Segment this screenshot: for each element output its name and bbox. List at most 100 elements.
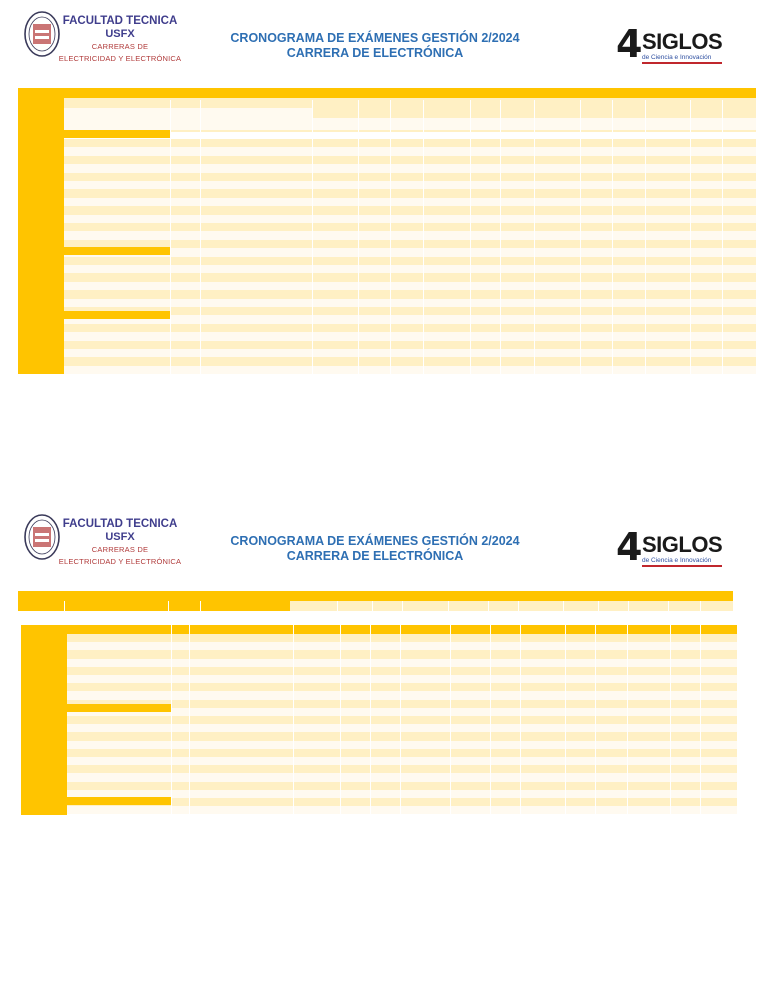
four-centuries-logo: 4 SIGLOS de Ciencia e Innovación bbox=[614, 24, 724, 66]
faculty-name: FACULTAD TECNICA bbox=[62, 15, 178, 27]
section-header-bar bbox=[67, 704, 171, 712]
university-name: USFX bbox=[105, 28, 135, 40]
faculty-name: FACULTAD TECNICA bbox=[62, 518, 178, 530]
table-row bbox=[64, 164, 756, 173]
column-divider bbox=[563, 601, 564, 611]
table-row bbox=[64, 265, 756, 274]
column-divider bbox=[312, 100, 313, 374]
table-row bbox=[64, 323, 756, 333]
logo-word: SIGLOS bbox=[642, 29, 723, 54]
table-row bbox=[67, 806, 737, 815]
column-divider bbox=[595, 625, 596, 815]
table-row bbox=[67, 666, 737, 675]
logo-tagline: de Ciencia e Innovación bbox=[642, 54, 712, 61]
university-seal-icon bbox=[24, 11, 60, 57]
column-divider bbox=[598, 601, 599, 611]
logo-word: SIGLOS bbox=[642, 532, 723, 557]
column-divider bbox=[402, 601, 403, 611]
column-divider bbox=[293, 625, 294, 815]
logo-number: 4 bbox=[616, 525, 643, 569]
table-row bbox=[64, 248, 756, 257]
column-divider bbox=[423, 100, 424, 374]
logo-underline bbox=[642, 565, 722, 567]
column-divider bbox=[168, 601, 169, 611]
column-divider bbox=[518, 601, 519, 611]
table-row bbox=[64, 340, 756, 349]
table-header-bar bbox=[18, 601, 290, 611]
section-header-bar bbox=[64, 130, 170, 138]
table-row bbox=[67, 773, 737, 782]
column-divider bbox=[700, 601, 701, 611]
department-line-2: ELECTRICIDAD Y ELECTRÓNICA bbox=[58, 54, 182, 63]
university-name: USFX bbox=[105, 531, 135, 543]
table-row bbox=[67, 634, 737, 643]
table-row bbox=[64, 239, 756, 249]
column-divider bbox=[358, 100, 359, 374]
page-header-1: FACULTAD TECNICA USFX CARRERAS DE ELECTR… bbox=[0, 0, 768, 70]
table-header-cell bbox=[64, 108, 312, 130]
table-row bbox=[64, 147, 756, 156]
column-divider bbox=[337, 601, 338, 611]
column-divider bbox=[189, 625, 190, 815]
column-divider bbox=[200, 100, 201, 374]
document-title: CRONOGRAMA DE EXÁMENES GESTIÓN 2/2024 bbox=[230, 31, 520, 45]
column-divider bbox=[534, 100, 535, 374]
table-row bbox=[64, 273, 756, 282]
table-row bbox=[67, 748, 737, 757]
table-header-bar bbox=[18, 591, 733, 601]
department-line-1: CARRERAS DE bbox=[91, 42, 149, 51]
column-divider bbox=[170, 100, 171, 374]
column-divider bbox=[470, 100, 471, 374]
table-header-cell bbox=[290, 601, 733, 611]
table-header-bar bbox=[21, 625, 737, 634]
document-subtitle: CARRERA DE ELECTRÓNICA bbox=[286, 549, 464, 563]
table-row bbox=[64, 365, 756, 375]
column-divider bbox=[670, 625, 671, 815]
column-divider bbox=[668, 601, 669, 611]
section-header-bar bbox=[64, 311, 170, 319]
column-divider bbox=[490, 625, 491, 815]
table-row bbox=[64, 298, 756, 307]
table-row bbox=[67, 781, 737, 790]
table-row bbox=[67, 724, 737, 733]
table-row bbox=[64, 139, 756, 148]
table-row bbox=[67, 650, 737, 659]
column-divider bbox=[390, 100, 391, 374]
column-divider bbox=[171, 625, 172, 815]
table-row bbox=[64, 307, 756, 316]
column-divider bbox=[64, 601, 65, 611]
column-divider bbox=[580, 100, 581, 374]
table-row bbox=[64, 206, 756, 215]
table-row bbox=[64, 189, 756, 198]
page-header-2: FACULTAD TECNICA USFX CARRERAS DE ELECTR… bbox=[0, 503, 768, 573]
table-row bbox=[64, 357, 756, 366]
table-row bbox=[67, 683, 737, 692]
table-row bbox=[67, 699, 737, 708]
table-row bbox=[64, 256, 756, 265]
logo-underline bbox=[642, 62, 722, 64]
four-centuries-logo: 4 SIGLOS de Ciencia e Innovación bbox=[614, 527, 724, 569]
table-row bbox=[64, 231, 756, 240]
column-divider bbox=[645, 100, 646, 374]
column-divider bbox=[628, 601, 629, 611]
column-divider bbox=[500, 100, 501, 374]
table-row bbox=[64, 281, 756, 291]
logo-number: 4 bbox=[616, 22, 643, 66]
department-line-2: ELECTRICIDAD Y ELECTRÓNICA bbox=[58, 557, 182, 566]
table-row bbox=[67, 789, 737, 798]
column-divider bbox=[700, 625, 701, 815]
table-row bbox=[67, 757, 737, 766]
table-row bbox=[67, 642, 737, 651]
document-subtitle: CARRERA DE ELECTRÓNICA bbox=[286, 46, 464, 60]
table-row bbox=[67, 740, 737, 749]
table-row bbox=[64, 315, 756, 324]
column-divider bbox=[565, 625, 566, 815]
column-divider bbox=[370, 625, 371, 815]
table-row bbox=[64, 349, 756, 358]
table-row bbox=[64, 172, 756, 181]
table-row bbox=[64, 332, 756, 341]
table-row bbox=[64, 223, 756, 232]
table-left-column bbox=[21, 625, 67, 815]
column-divider bbox=[690, 100, 691, 374]
table-row bbox=[67, 716, 737, 725]
